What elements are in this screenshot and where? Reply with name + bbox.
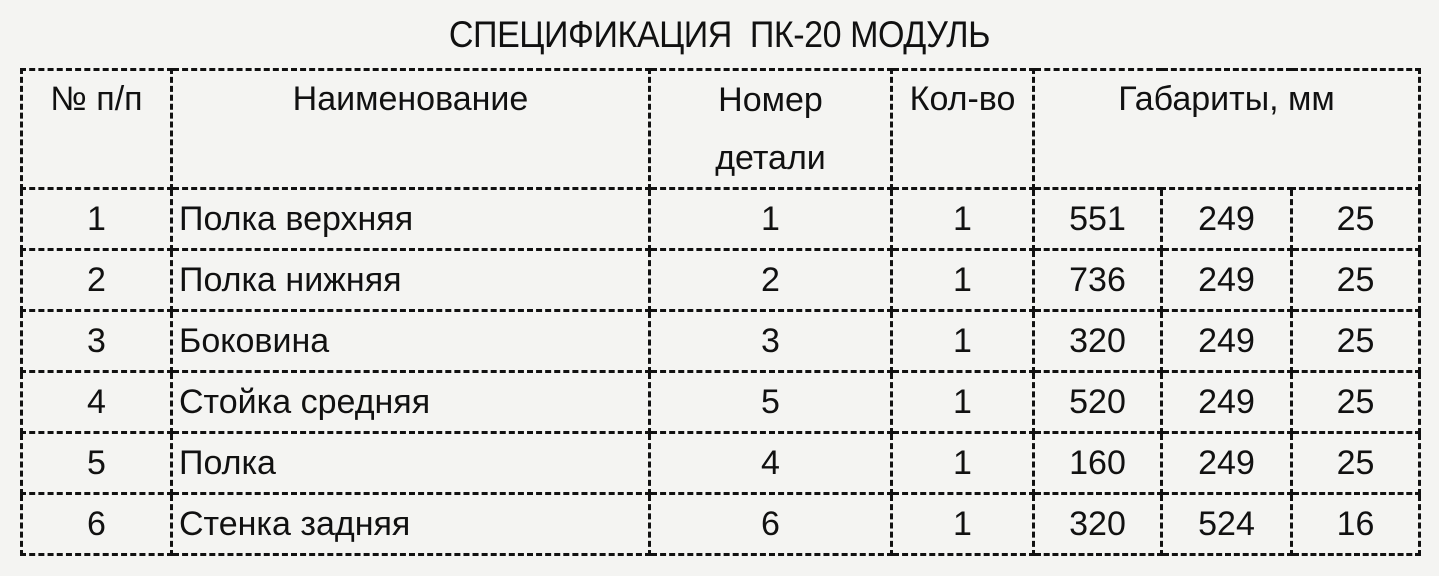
cell-part-number: 4	[648, 431, 893, 495]
cell-name: Полка нижняя	[170, 248, 651, 312]
cell-thickness: 25	[1289, 187, 1422, 251]
cell-index: 3	[20, 309, 173, 373]
cell-length: 320	[1032, 309, 1163, 373]
table-row: 5 Полка 4 1 160 249 25	[20, 431, 1422, 495]
table-row: 3 Боковина 3 1 320 249 25	[20, 309, 1422, 373]
header-dimensions: Габариты, мм	[1031, 68, 1422, 190]
cell-width: 524	[1160, 492, 1293, 556]
cell-thickness: 16	[1289, 492, 1422, 556]
cell-index: 5	[20, 431, 173, 495]
cell-quantity: 1	[890, 309, 1035, 373]
cell-quantity: 1	[890, 187, 1035, 251]
cell-index: 6	[20, 492, 173, 556]
cell-part-number: 2	[648, 248, 893, 312]
specification-table: № п/п Наименование Номер детали Кол-во Г…	[20, 68, 1422, 556]
cell-name: Стойка средняя	[170, 370, 651, 434]
cell-length: 551	[1032, 187, 1163, 251]
cell-width: 249	[1160, 187, 1293, 251]
header-name: Наименование	[170, 68, 651, 190]
cell-width: 249	[1160, 309, 1293, 373]
header-part-number: Номер детали	[648, 68, 893, 190]
cell-part-number: 6	[648, 492, 893, 556]
cell-quantity: 1	[890, 431, 1035, 495]
cell-width: 249	[1160, 431, 1293, 495]
cell-index: 2	[20, 248, 173, 312]
cell-length: 736	[1032, 248, 1163, 312]
cell-width: 249	[1160, 248, 1293, 312]
cell-name: Полка верхняя	[170, 187, 651, 251]
table-row: 4 Стойка средняя 5 1 520 249 25	[20, 370, 1422, 434]
cell-index: 1	[20, 187, 173, 251]
cell-quantity: 1	[890, 370, 1035, 434]
cell-quantity: 1	[890, 492, 1035, 556]
cell-length: 520	[1032, 370, 1163, 434]
header-row: № п/п Наименование Номер детали Кол-во Г…	[20, 68, 1422, 190]
cell-width: 249	[1160, 370, 1293, 434]
header-index: № п/п	[20, 68, 173, 190]
cell-length: 320	[1032, 492, 1163, 556]
cell-name: Боковина	[170, 309, 651, 373]
cell-thickness: 25	[1289, 370, 1422, 434]
cell-part-number: 1	[648, 187, 893, 251]
cell-part-number: 5	[648, 370, 893, 434]
cell-thickness: 25	[1289, 431, 1422, 495]
header-quantity: Кол-во	[890, 68, 1035, 190]
table-row: 6 Стенка задняя 6 1 320 524 16	[20, 492, 1422, 556]
cell-length: 160	[1032, 431, 1163, 495]
cell-index: 4	[20, 370, 173, 434]
cell-name: Стенка задняя	[170, 492, 651, 556]
document-title: СПЕЦИФИКАЦИЯ ПК-20 МОДУЛЬ	[448, 14, 991, 55]
cell-quantity: 1	[890, 248, 1035, 312]
cell-thickness: 25	[1289, 309, 1422, 373]
cell-thickness: 25	[1289, 248, 1422, 312]
cell-name: Полка	[170, 431, 651, 495]
cell-part-number: 3	[648, 309, 893, 373]
table-row: 1 Полка верхняя 1 1 551 249 25	[20, 187, 1422, 251]
table-row: 2 Полка нижняя 2 1 736 249 25	[20, 248, 1422, 312]
